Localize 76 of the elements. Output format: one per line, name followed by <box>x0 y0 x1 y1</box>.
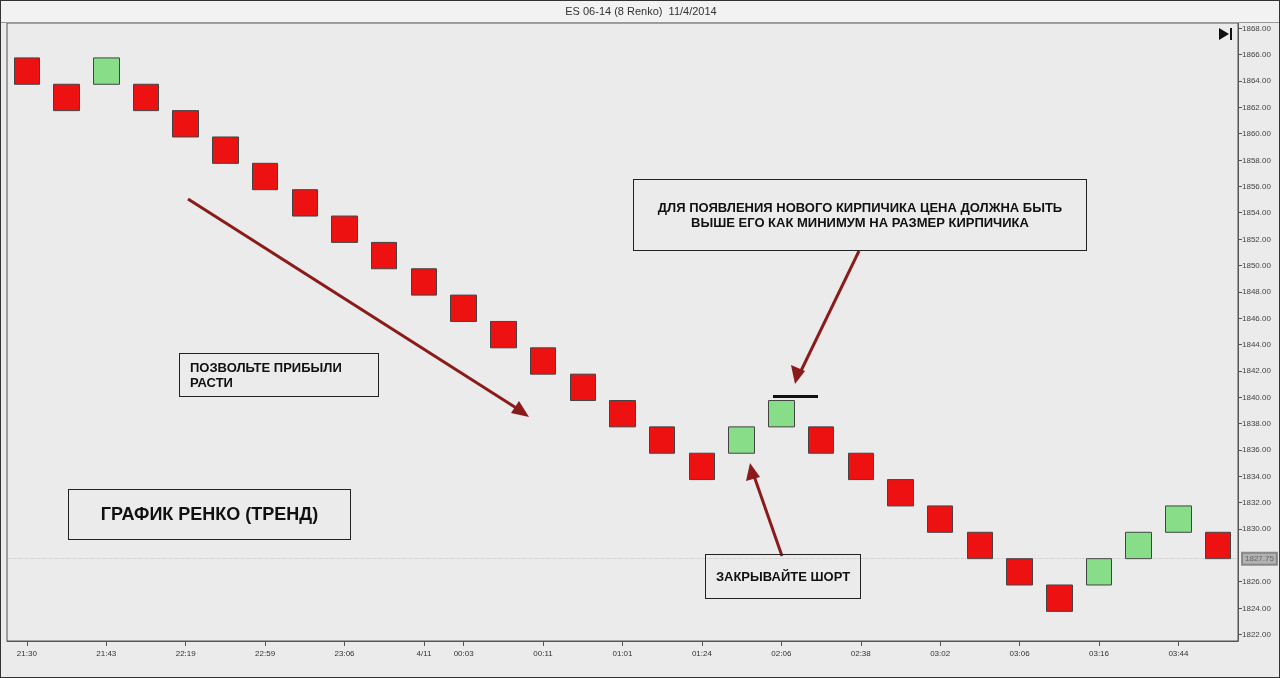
candlestick <box>570 373 596 402</box>
callout-box: ЗАКРЫВАЙТЕ ШОРТ <box>705 554 861 599</box>
candlestick <box>887 479 914 507</box>
y-tick-label: 1836.00 <box>1242 445 1272 455</box>
y-tick-label: 1844.00 <box>1242 340 1272 350</box>
x-tick-label: 00:03 <box>453 648 475 658</box>
y-tick-label: 1842.00 <box>1242 366 1272 376</box>
x-tick-label: 02:06 <box>771 648 792 658</box>
candlestick <box>490 320 517 349</box>
candlestick <box>530 347 556 375</box>
candlestick <box>1125 531 1152 560</box>
y-tick-label: 1838.00 <box>1242 419 1272 429</box>
candlestick <box>53 83 80 112</box>
callout-box: ДЛЯ ПОЯВЛЕНИЯ НОВОГО КИРПИЧИКА ЦЕНА ДОЛЖНА БЫТЬ ВЫШЕ ЕГО КАК МИНИМУМ НА РАЗМЕР КИРПИЧИКА <box>633 179 1087 251</box>
x-tick-label: 03:02 <box>930 648 951 658</box>
y-tick-label: 1850.00 <box>1242 260 1272 270</box>
y-tick-label: 1852.00 <box>1242 234 1272 244</box>
x-tick-label: 22:59 <box>255 648 276 658</box>
chart-title: ES 06-14 (8 Renko) 11/4/2014 <box>1 1 1280 23</box>
x-tick-label: 4/11 <box>416 648 432 658</box>
x-tick-label: 21:30 <box>16 648 38 658</box>
x-tick-label: 23:06 <box>334 648 356 658</box>
candlestick <box>133 83 159 112</box>
candlestick <box>93 57 120 85</box>
y-tick-label: 1856.00 <box>1242 181 1272 191</box>
y-tick-label: 1840.00 <box>1242 392 1272 402</box>
y-tick-label: 1862.00 <box>1242 102 1272 112</box>
x-tick-label: 22:19 <box>175 648 197 658</box>
candlestick <box>331 215 358 243</box>
candlestick <box>1165 505 1192 533</box>
candlestick <box>252 162 278 191</box>
x-tick-label: 03:16 <box>1089 648 1110 658</box>
candlestick <box>1006 558 1033 586</box>
y-tick-label: 1848.00 <box>1242 287 1272 297</box>
x-tick-label: 03:06 <box>1009 648 1031 658</box>
candlestick <box>450 294 477 322</box>
y-tick-label: 1868.00 <box>1242 23 1272 33</box>
callout-box: ГРАФИК РЕНКО (ТРЕНД) <box>68 489 351 540</box>
ref-line-label: 1827.75 <box>1245 554 1275 564</box>
y-tick-label: 1826.00 <box>1242 577 1272 587</box>
candlestick <box>292 189 318 217</box>
y-tick-label: 1824.00 <box>1242 603 1272 613</box>
x-tick-label: 01:24 <box>691 648 713 658</box>
y-tick-label: 1846.00 <box>1242 313 1272 323</box>
candlestick <box>967 531 993 560</box>
candlestick <box>848 452 874 481</box>
candlestick <box>212 136 239 164</box>
y-tick-label: 1854.00 <box>1242 208 1272 218</box>
candlestick <box>1205 531 1231 560</box>
y-tick-label: 1834.00 <box>1242 471 1272 481</box>
x-tick-label: 21:43 <box>96 648 117 658</box>
y-tick-label: 1822.00 <box>1242 629 1272 639</box>
candlestick <box>172 110 199 138</box>
x-tick-label: 02:38 <box>850 648 872 658</box>
y-tick-label: 1866.00 <box>1242 50 1272 60</box>
x-tick-label: 03:44 <box>1168 648 1189 658</box>
candlestick <box>927 505 953 533</box>
candlestick <box>1086 558 1112 586</box>
y-tick-label: 1864.00 <box>1242 76 1272 86</box>
candlestick <box>609 400 636 428</box>
y-tick-label: 1858.00 <box>1242 155 1272 165</box>
y-tick-label: 1832.00 <box>1242 498 1272 508</box>
candlestick <box>371 241 397 270</box>
callout-box: ПОЗВОЛЬТЕ ПРИБЫЛИ РАСТИ <box>179 353 379 397</box>
candlestick <box>14 57 40 85</box>
candlestick <box>1046 584 1073 612</box>
candlestick <box>808 426 834 454</box>
candlestick <box>768 400 795 428</box>
y-tick-label: 1830.00 <box>1242 524 1272 534</box>
candlestick <box>649 426 675 454</box>
y-tick-label: 1860.00 <box>1242 129 1272 139</box>
candlestick <box>728 426 755 454</box>
candlestick <box>689 452 715 481</box>
x-tick-label: 00:11 <box>533 648 554 658</box>
candlestick <box>411 268 437 296</box>
x-tick-label: 01:01 <box>612 648 634 658</box>
